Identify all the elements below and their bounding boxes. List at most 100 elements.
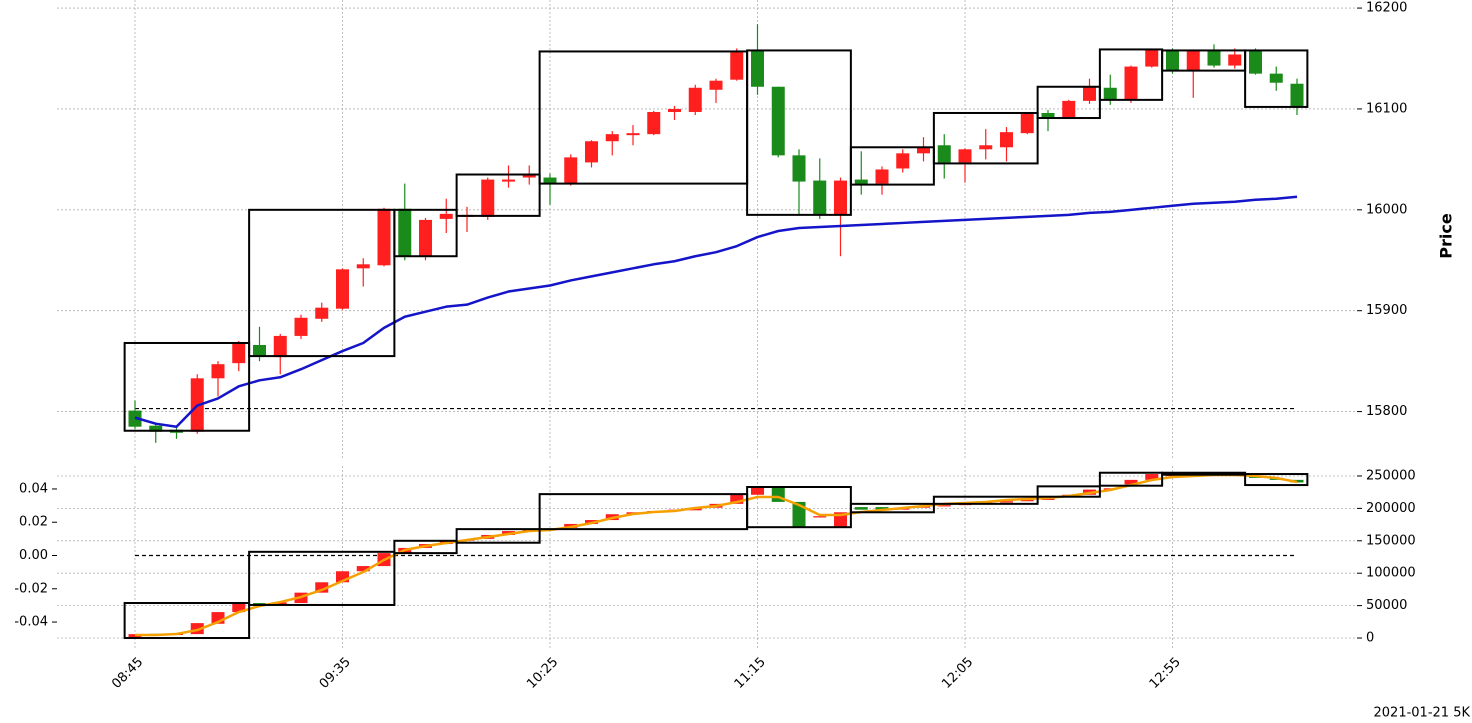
box <box>393 208 458 258</box>
y-tick-label-left: 0.04 <box>19 481 48 496</box>
candle-body <box>336 571 349 583</box>
candle-body <box>958 149 972 163</box>
candle-body <box>253 345 266 357</box>
x-tick-label: 09:35 <box>317 655 354 692</box>
candle-body <box>522 174 536 178</box>
candle-body <box>1145 474 1159 480</box>
y-tick-label: 0 <box>1366 631 1374 646</box>
candle-body <box>792 155 806 182</box>
candle-body <box>356 566 370 572</box>
candle-body <box>315 582 329 593</box>
candle-body <box>730 52 744 80</box>
candle-body <box>813 180 827 215</box>
y-tick-label: 16100 <box>1366 101 1407 116</box>
y-tick-label: 150000 <box>1366 533 1416 548</box>
candle-body <box>1000 132 1013 148</box>
candle-body <box>1103 87 1117 100</box>
candle-body <box>336 269 349 309</box>
candle-body <box>854 179 868 185</box>
candle-body <box>1207 50 1221 66</box>
candle-body <box>564 157 578 184</box>
candle-body <box>398 208 412 257</box>
y-tick-label-left: -0.04 <box>14 615 48 630</box>
box <box>248 208 396 358</box>
candle-body <box>605 134 619 142</box>
candle-body <box>211 364 225 379</box>
box <box>123 602 251 640</box>
candle-body <box>1124 66 1138 100</box>
y-tick-label: 250000 <box>1366 468 1416 483</box>
candle-body <box>377 208 391 266</box>
box <box>455 528 541 544</box>
candle-body <box>1290 83 1304 107</box>
candle-body <box>1041 112 1055 119</box>
candle-body <box>232 602 246 613</box>
x-tick-label: 12:55 <box>1147 655 1184 692</box>
box <box>1244 49 1309 108</box>
candle-body <box>481 179 495 217</box>
box <box>393 539 458 555</box>
box <box>849 502 935 514</box>
candle-body <box>709 80 723 90</box>
candle-body <box>647 111 661 135</box>
candle-body <box>1166 50 1179 71</box>
box <box>1036 485 1101 498</box>
candle-body <box>1145 49 1159 67</box>
candle-body <box>294 317 308 336</box>
candle-body <box>190 623 204 635</box>
candle-body <box>419 219 432 257</box>
candle-body <box>439 213 453 219</box>
x-tick-label: 08:45 <box>109 655 146 692</box>
box <box>932 111 1039 165</box>
candle-body <box>149 425 163 432</box>
candle-body <box>585 141 598 163</box>
candle-body <box>937 505 951 507</box>
x-tick-label: 10:25 <box>524 655 561 692</box>
box <box>248 550 396 606</box>
candle-body <box>917 147 930 154</box>
footer: 2021-01-21 5K <box>1374 706 1471 721</box>
candle-body <box>232 342 246 364</box>
candle-body <box>792 501 806 528</box>
candle-body <box>751 487 764 495</box>
box <box>1098 48 1164 101</box>
y-axis-label: Price <box>1437 213 1456 259</box>
candle-body <box>356 264 370 269</box>
candle-body <box>1083 86 1096 101</box>
candle-body <box>1020 499 1034 502</box>
candle-body <box>1228 54 1242 66</box>
box <box>1036 85 1101 120</box>
candle-body <box>854 507 868 510</box>
candle-body <box>1020 112 1034 134</box>
candle-body <box>502 179 515 182</box>
trend-line <box>135 473 1298 637</box>
candle-body <box>771 86 785 156</box>
candle-body <box>875 507 889 510</box>
candle-body <box>1000 501 1013 503</box>
candle-body <box>688 87 702 112</box>
candle-body <box>668 108 681 112</box>
box <box>538 493 749 531</box>
x-tick-label: 11:15 <box>732 655 769 692</box>
y-tick-label: 16000 <box>1366 202 1407 217</box>
box <box>746 49 852 216</box>
x-tick-label: 12:05 <box>939 655 976 692</box>
y-tick-label-left: 0.02 <box>19 515 48 530</box>
candle-body <box>211 612 225 624</box>
y-tick-label-left: 0.00 <box>19 548 48 563</box>
candle-body <box>1269 73 1283 83</box>
candle-body <box>1041 498 1055 500</box>
box <box>123 341 251 432</box>
y-tick-label: 50000 <box>1366 598 1407 613</box>
candle-body <box>937 145 951 163</box>
candle-body <box>273 335 287 358</box>
box <box>1098 471 1164 487</box>
y-tick-label: 16200 <box>1366 1 1407 16</box>
candle-body <box>273 602 287 605</box>
candle-body <box>730 494 744 504</box>
candle-body <box>1062 100 1076 118</box>
candle-body <box>813 516 827 518</box>
y-tick-label: 15800 <box>1366 404 1407 419</box>
box <box>849 146 935 186</box>
